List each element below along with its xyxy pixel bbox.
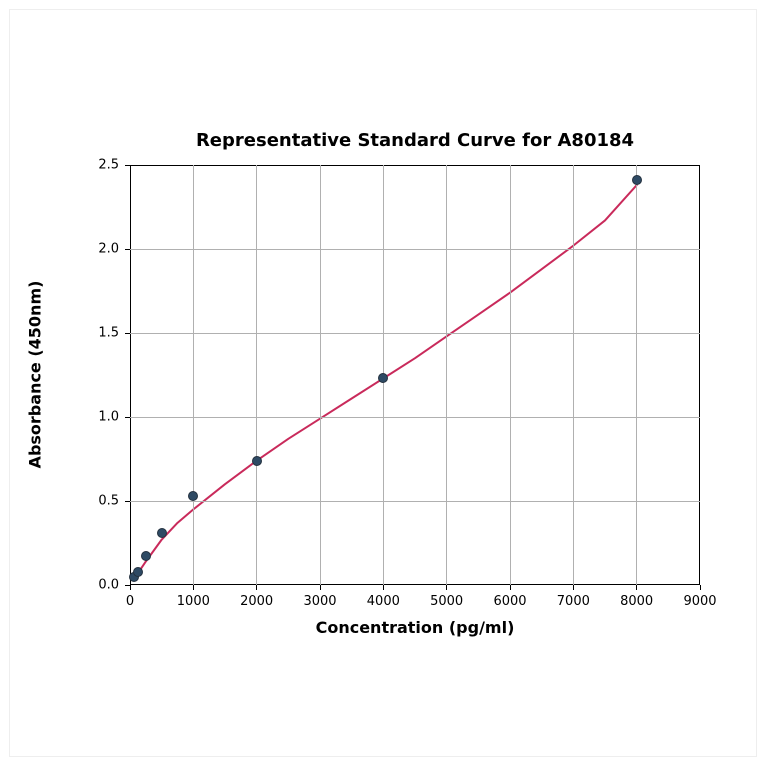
data-point (632, 175, 642, 185)
y-tick-mark (125, 501, 130, 502)
figure: Representative Standard Curve for A80184… (0, 0, 764, 764)
x-tick-label: 7000 (557, 594, 590, 609)
x-tick-mark (446, 585, 447, 590)
grid-line-vertical (256, 165, 257, 585)
chart-title: Representative Standard Curve for A80184 (130, 130, 700, 151)
x-tick-label: 4000 (367, 594, 400, 609)
y-tick-mark (125, 585, 130, 586)
y-tick-mark (125, 417, 130, 418)
y-tick-label: 2.0 (87, 242, 119, 257)
x-tick-label: 5000 (430, 594, 463, 609)
grid-line-vertical (320, 165, 321, 585)
y-tick-label: 2.5 (87, 158, 119, 173)
y-tick-label: 0.5 (87, 494, 119, 509)
x-tick-mark (193, 585, 194, 590)
grid-line-vertical (573, 165, 574, 585)
x-tick-mark (383, 585, 384, 590)
grid-line-horizontal (130, 333, 700, 334)
x-tick-label: 9000 (683, 594, 716, 609)
x-tick-mark (510, 585, 511, 590)
y-tick-label: 0.0 (87, 578, 119, 593)
grid-line-vertical (446, 165, 447, 585)
x-tick-label: 2000 (240, 594, 273, 609)
x-tick-mark (320, 585, 321, 590)
x-tick-label: 0 (126, 594, 134, 609)
x-tick-mark (573, 585, 574, 590)
y-tick-mark (125, 249, 130, 250)
y-tick-label: 1.0 (87, 410, 119, 425)
y-tick-mark (125, 333, 130, 334)
y-axis-label: Absorbance (450nm) (26, 165, 45, 585)
x-tick-mark (636, 585, 637, 590)
x-tick-mark (700, 585, 701, 590)
x-tick-label: 3000 (303, 594, 336, 609)
grid-line-horizontal (130, 249, 700, 250)
x-axis-label: Concentration (pg/ml) (130, 618, 700, 637)
data-point (188, 491, 198, 501)
plot-area (130, 165, 700, 585)
x-tick-label: 1000 (177, 594, 210, 609)
data-point (133, 567, 143, 577)
data-point (252, 456, 262, 466)
grid-line-vertical (193, 165, 194, 585)
x-tick-mark (256, 585, 257, 590)
y-tick-label: 1.5 (87, 326, 119, 341)
x-tick-label: 6000 (493, 594, 526, 609)
grid-line-horizontal (130, 417, 700, 418)
grid-line-horizontal (130, 501, 700, 502)
data-point (378, 373, 388, 383)
data-point (141, 551, 151, 561)
data-point (157, 528, 167, 538)
y-tick-mark (125, 165, 130, 166)
grid-line-vertical (636, 165, 637, 585)
grid-line-vertical (510, 165, 511, 585)
x-tick-label: 8000 (620, 594, 653, 609)
x-tick-mark (130, 585, 131, 590)
